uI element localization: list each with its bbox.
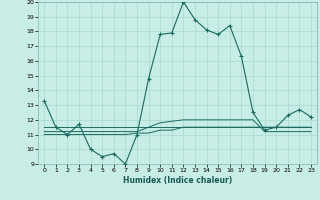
X-axis label: Humidex (Indice chaleur): Humidex (Indice chaleur) [123,176,232,185]
